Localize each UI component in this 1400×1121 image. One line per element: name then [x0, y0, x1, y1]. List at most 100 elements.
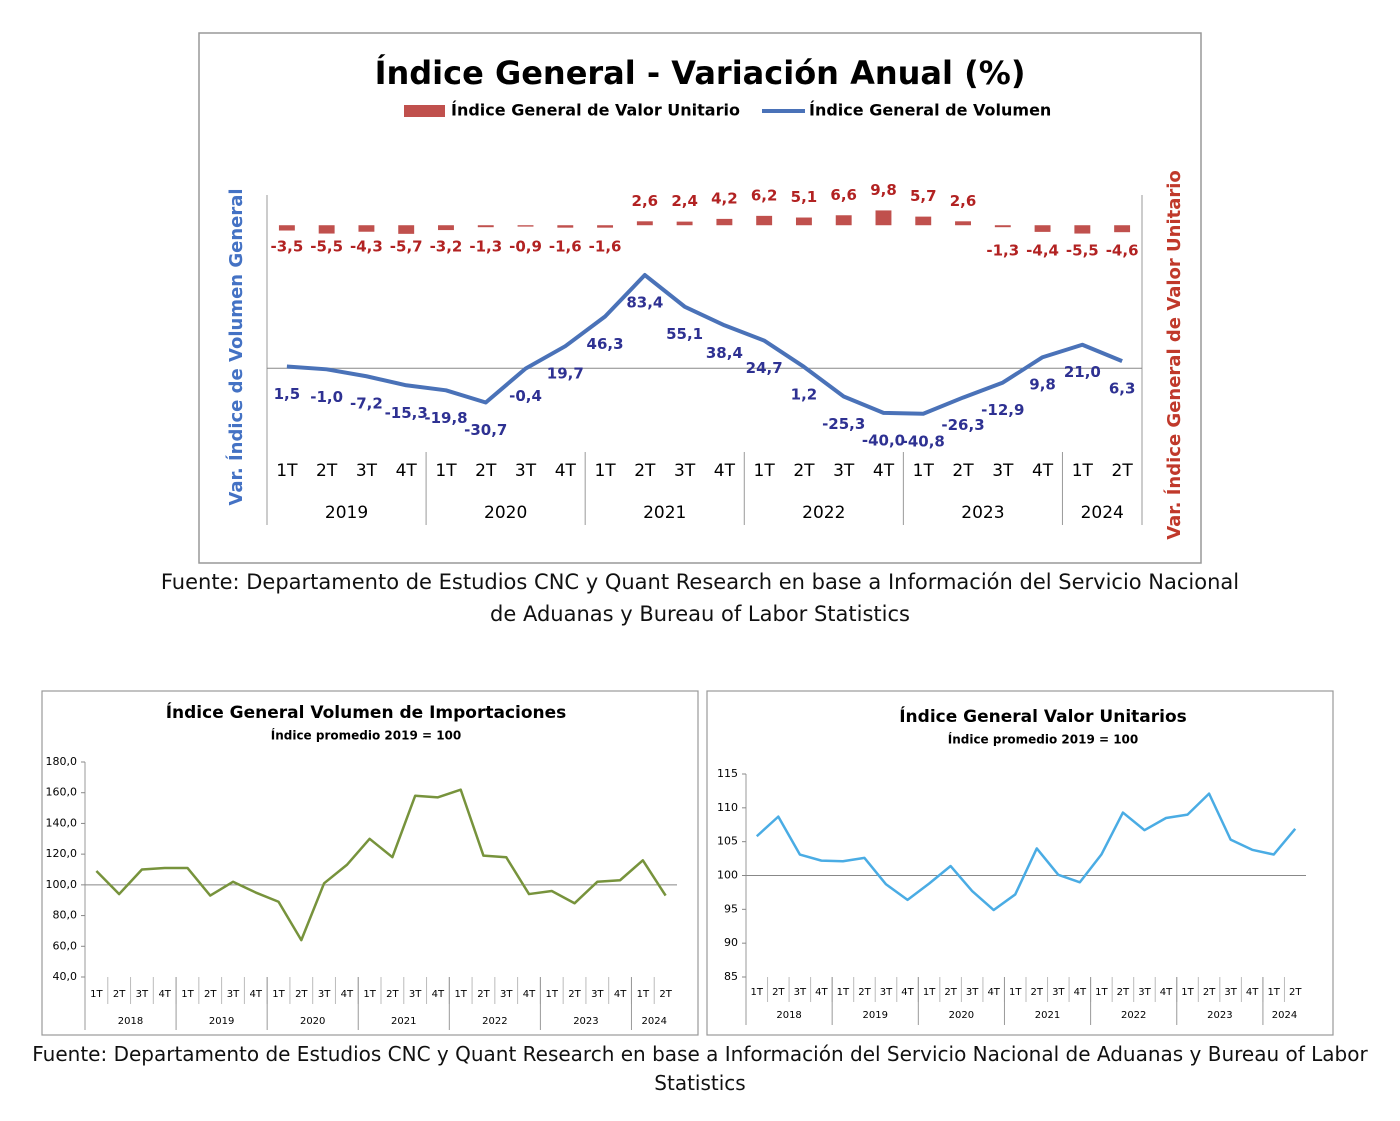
chart-subtitle: Índice promedio 2019 = 100: [948, 732, 1139, 747]
y-tick-label: 110: [717, 801, 738, 814]
bar: [636, 221, 653, 226]
bar: [1114, 225, 1131, 233]
data-label: 38,4: [706, 344, 743, 362]
chart-subtitle: Índice promedio 2019 = 100: [271, 728, 462, 743]
y-tick-label: 100: [717, 869, 738, 882]
data-label: -7,2: [350, 395, 383, 413]
x-tick-label: 2T: [1112, 461, 1134, 481]
year-label: 2024: [1272, 1010, 1297, 1021]
year-label: 2020: [949, 1010, 974, 1021]
year-label: 2019: [209, 1016, 234, 1027]
y-tick-label: 85: [724, 970, 738, 983]
x-tick-label: 1T: [435, 461, 457, 481]
data-label: 5,1: [791, 188, 818, 206]
x-tick-label: 3T: [674, 461, 696, 481]
x-tick-label: 4T: [1160, 987, 1173, 998]
data-label: 46,3: [587, 335, 624, 353]
legend-label: Índice General de Valor Unitario: [451, 101, 740, 120]
x-tick-label: 1T: [751, 987, 764, 998]
bar: [676, 221, 693, 226]
source-note: Fuente: Departamento de Estudios CNC y Q…: [32, 1042, 1368, 1095]
year-label: 2024: [642, 1016, 667, 1027]
x-tick-label: 3T: [833, 461, 855, 481]
y-tick-label: 95: [724, 902, 738, 915]
y-tick-label: 100,0: [46, 878, 78, 891]
x-tick-label: 1T: [923, 987, 936, 998]
x-tick-label: 4T: [158, 989, 171, 1000]
x-tick-label: 4T: [614, 989, 627, 1000]
data-line: [755, 792, 1297, 912]
legend-label: Índice General de Volumen: [809, 101, 1051, 120]
x-tick-label: 2T: [477, 989, 490, 1000]
year-label: 2018: [776, 1010, 801, 1021]
x-tick-label: 2T: [1031, 987, 1044, 998]
x-tick-label: 3T: [227, 989, 240, 1000]
x-tick-label: 1T: [90, 989, 103, 1000]
x-tick-label: 4T: [873, 461, 895, 481]
data-label: 6,2: [751, 186, 778, 204]
source-note: Fuente: Departamento de Estudios CNC y Q…: [160, 570, 1240, 626]
x-tick-label: 4T: [901, 987, 914, 998]
x-tick-label: 2T: [568, 989, 581, 1000]
year-label: 2019: [325, 503, 368, 523]
x-tick-label: 1T: [181, 989, 194, 1000]
data-label: 9,8: [1029, 376, 1056, 394]
data-label: -40,0: [862, 431, 905, 449]
x-tick-label: 2T: [944, 987, 957, 998]
y-tick-label: 80,0: [53, 909, 78, 922]
legend-swatch: [404, 105, 445, 117]
data-label: 2,4: [671, 192, 698, 210]
x-tick-label: 2T: [386, 989, 399, 1000]
bar: [597, 225, 614, 228]
y-tick-label: 115: [717, 767, 738, 780]
x-tick-label: 1T: [1072, 461, 1094, 481]
x-tick-label: 4T: [714, 461, 736, 481]
x-tick-label: 1T: [1009, 987, 1022, 998]
year-label: 2023: [573, 1016, 598, 1027]
x-tick-label: 2T: [772, 987, 785, 998]
bar: [756, 215, 773, 226]
x-tick-label: 2T: [952, 461, 974, 481]
x-tick-label: 4T: [815, 987, 828, 998]
data-label: -1,6: [589, 238, 622, 256]
x-tick-label: 2T: [295, 989, 308, 1000]
data-label: 1,2: [791, 385, 818, 403]
bar: [716, 218, 733, 226]
x-tick-label: 4T: [1074, 987, 1087, 998]
data-label: 24,7: [746, 359, 783, 377]
bar: [994, 225, 1011, 228]
bar: [318, 225, 335, 234]
x-tick-label: 4T: [396, 461, 418, 481]
data-label: 9,8: [870, 181, 897, 199]
x-tick-label: 2T: [204, 989, 217, 1000]
x-tick-label: 3T: [992, 461, 1014, 481]
bar: [795, 217, 812, 226]
y2-axis-title: Var. Índice General de Valor Unitario: [1163, 170, 1185, 540]
data-label: 19,7: [547, 365, 584, 383]
data-label: 21,0: [1064, 363, 1101, 381]
bar: [875, 210, 892, 226]
chart-title: Índice General Valor Unitarios: [899, 705, 1187, 727]
data-label: 5,7: [910, 187, 937, 205]
year-label: 2023: [961, 503, 1004, 523]
x-tick-label: 4T: [341, 989, 354, 1000]
y-tick-label: 160,0: [46, 786, 78, 799]
data-label: -5,7: [390, 238, 423, 256]
bar: [398, 225, 415, 234]
x-tick-label: 4T: [1032, 461, 1054, 481]
data-label: -1,3: [986, 242, 1019, 260]
x-tick-label: 1T: [637, 989, 650, 1000]
bar: [955, 221, 971, 226]
chart-title: Índice General - Variación Anual (%): [375, 54, 1026, 92]
year-label: 2022: [1121, 1010, 1146, 1021]
data-label: 1,5: [274, 385, 301, 403]
data-label: -12,9: [981, 401, 1024, 419]
x-tick-label: 3T: [500, 989, 513, 1000]
x-tick-label: 3T: [880, 987, 893, 998]
x-tick-label: 3T: [966, 987, 979, 998]
x-tick-label: 2T: [113, 989, 126, 1000]
x-tick-label: 1T: [272, 989, 285, 1000]
data-label: -5,5: [310, 238, 343, 256]
